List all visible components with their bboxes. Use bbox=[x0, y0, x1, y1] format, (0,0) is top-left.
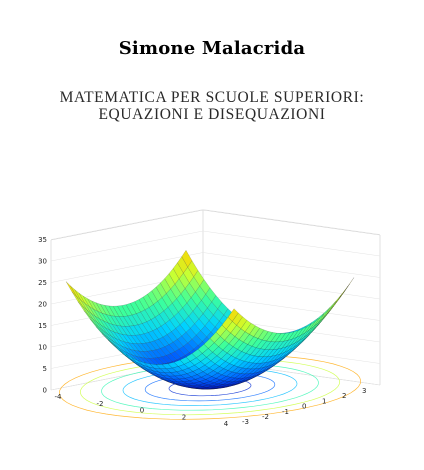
surface-patch bbox=[65, 281, 77, 297]
contour-line bbox=[122, 368, 298, 406]
z-gridline bbox=[202, 252, 381, 278]
z-gridline bbox=[50, 209, 204, 240]
surface-patch bbox=[227, 308, 239, 322]
z-tick-label: 30 bbox=[38, 258, 47, 266]
y-tick-label: 0 bbox=[302, 403, 306, 411]
z-tick-label: 0 bbox=[43, 387, 47, 395]
z-tick-labels: 0 5 10 15 20 25 30 35 bbox=[38, 236, 47, 395]
contour-line bbox=[59, 354, 361, 420]
surface-mesh bbox=[65, 250, 355, 390]
z-gridline bbox=[202, 295, 381, 321]
z-tick-label: 5 bbox=[43, 365, 47, 373]
x-tick-label: -2 bbox=[97, 400, 104, 408]
x-tick-label: 0 bbox=[140, 407, 144, 415]
surface-patch bbox=[322, 305, 333, 319]
title-line-1: MATEMATICA PER SCUOLE SUPERIORI: bbox=[59, 89, 365, 106]
z-tick-label: 20 bbox=[38, 301, 47, 309]
x-tick-label: -4 bbox=[55, 393, 63, 401]
author-name: Simone Malacrida bbox=[118, 38, 306, 59]
surface-patch bbox=[70, 285, 81, 301]
contour-line bbox=[101, 363, 319, 411]
z-tick-label: 15 bbox=[38, 322, 47, 330]
z-tick-label: 25 bbox=[38, 279, 47, 287]
y-tick-label: 2 bbox=[342, 392, 346, 400]
z-gridline bbox=[50, 230, 204, 262]
y-tick-label: 3 bbox=[362, 387, 366, 395]
z-gridline bbox=[202, 273, 381, 300]
x-tick-label: 4 bbox=[224, 420, 229, 428]
y-tick-label: -3 bbox=[242, 418, 249, 426]
title-line-2: EQUAZIONI E DISEQUAZIONI bbox=[98, 106, 326, 123]
contour-line bbox=[79, 358, 341, 416]
z-tick-label: 10 bbox=[38, 344, 47, 352]
z-gridline bbox=[202, 230, 381, 257]
floor-tick-labels: -4 -2 0 2 4 -3 -2 -1 0 1 2 3 bbox=[55, 387, 367, 428]
x-tick-label: 2 bbox=[182, 413, 186, 421]
y-tick-label: -2 bbox=[262, 413, 269, 421]
z-tick-label: 35 bbox=[38, 236, 47, 244]
z-gridline bbox=[202, 209, 381, 235]
y-tick-label: 1 bbox=[322, 397, 326, 405]
y-tick-label: -1 bbox=[282, 408, 289, 416]
z-gridline bbox=[50, 252, 204, 283]
book-title: MATEMATICA PER SCUOLE SUPERIORI: EQUAZIO… bbox=[0, 89, 424, 123]
